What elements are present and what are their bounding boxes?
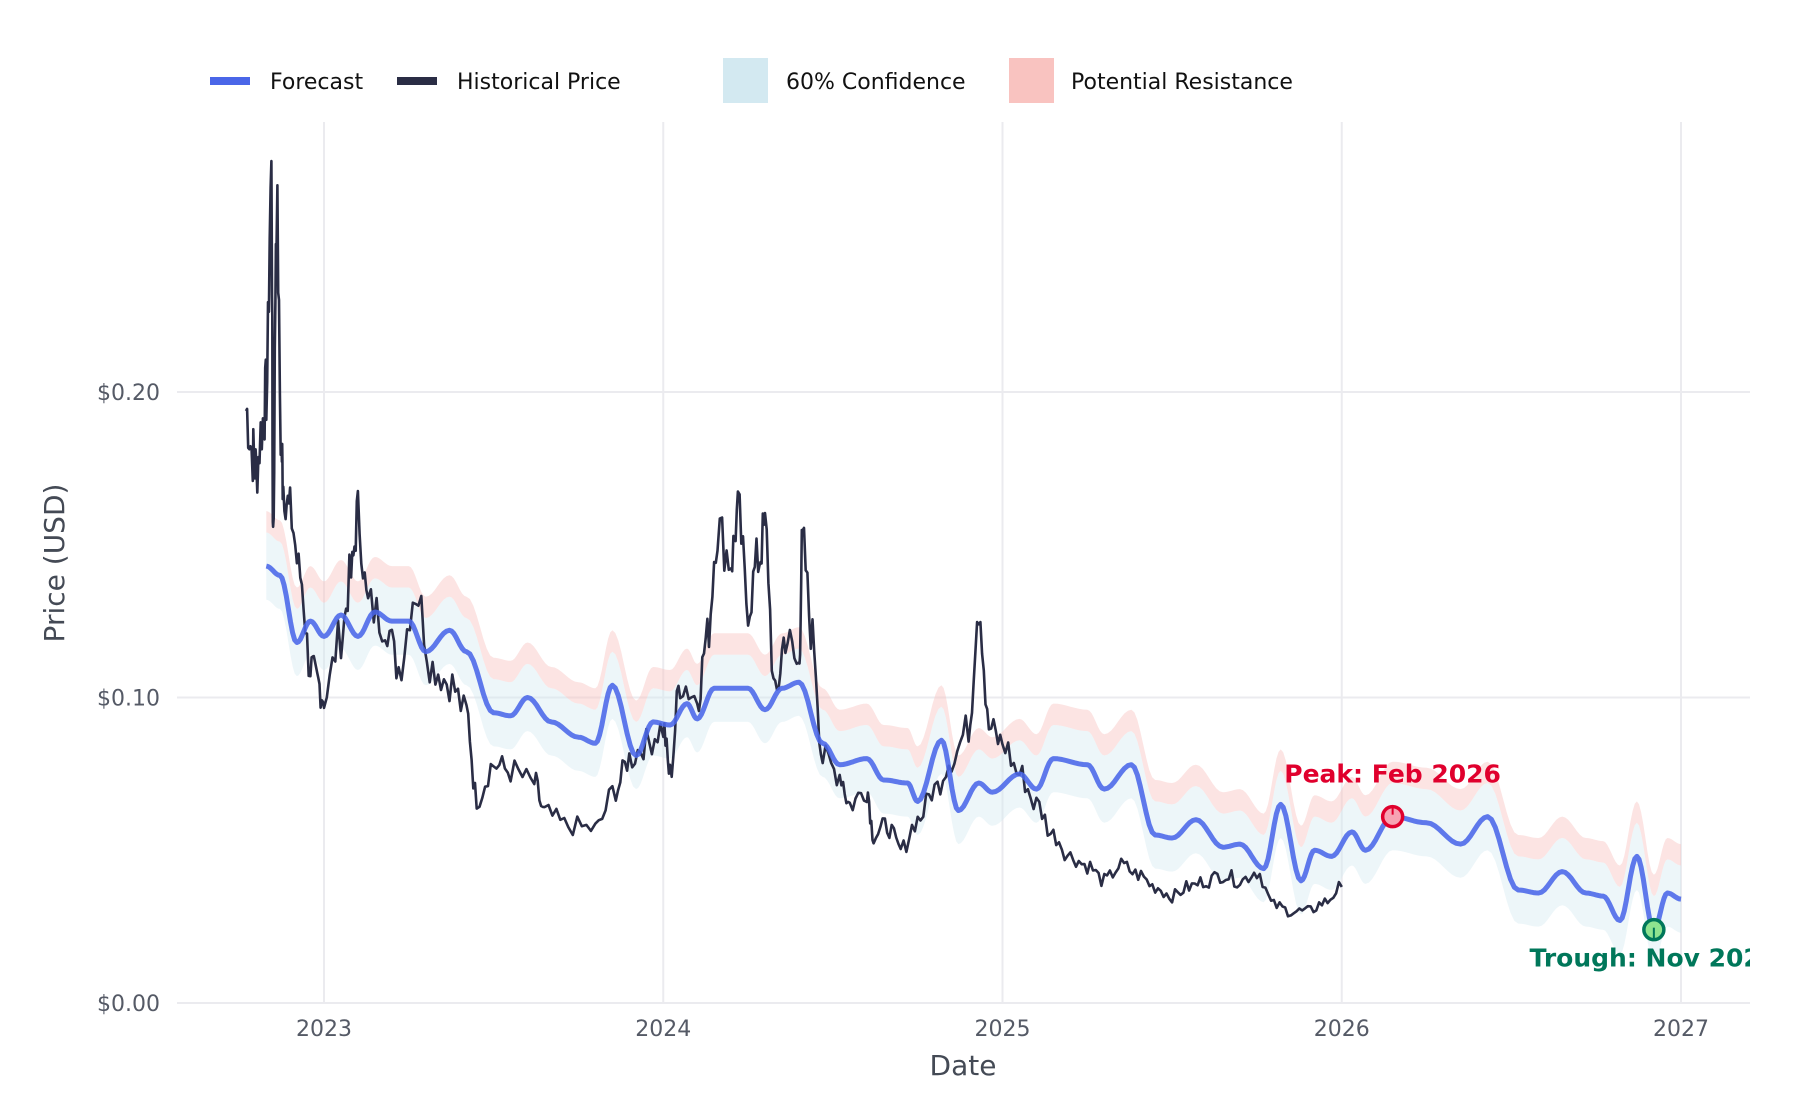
x-tick-label: 2023: [296, 1017, 352, 1042]
x-tick-label: 2026: [1314, 1017, 1370, 1042]
y-axis-title: Price (USD): [38, 484, 71, 643]
x-axis-title: Date: [930, 1049, 997, 1082]
y-tick-label: $0.10: [97, 687, 160, 712]
legend-historical-swatch: [397, 77, 437, 85]
series-lines: [244, 159, 1682, 933]
legend-confidence-swatch: [723, 58, 768, 103]
x-tick-label: 2027: [1653, 1017, 1709, 1042]
legend: Forecast Historical Price 60% Confidence…: [210, 58, 1293, 103]
legend-resistance-swatch: [1009, 58, 1054, 103]
x-tick-label: 2025: [975, 1017, 1031, 1042]
historical-price-line: [244, 159, 1343, 918]
peak-label: Peak: Feb 2026: [1284, 760, 1501, 789]
forecast-line: [265, 563, 1682, 933]
gridlines: [177, 122, 1750, 1004]
bands: [266, 511, 1681, 964]
y-tick-label: $0.20: [97, 381, 160, 406]
legend-resistance-label: Potential Resistance: [1071, 70, 1293, 95]
legend-confidence-label: 60% Confidence: [786, 70, 966, 95]
legend-forecast-swatch: [210, 77, 250, 85]
legend-forecast-label: Forecast: [270, 70, 363, 95]
annotations: Peak: Feb 2026 Trough: Nov 2026: [1284, 760, 1779, 973]
resistance-band: [266, 511, 1681, 897]
x-tick-label: 2024: [635, 1017, 691, 1042]
y-tick-label: $0.00: [97, 992, 160, 1017]
trough-label: Trough: Nov 2026: [1530, 944, 1779, 973]
legend-historical-label: Historical Price: [457, 70, 621, 95]
axis-ticks: 2023 2024 2025 2026 2027 $0.00 $0.10 $0.20: [97, 381, 1709, 1042]
